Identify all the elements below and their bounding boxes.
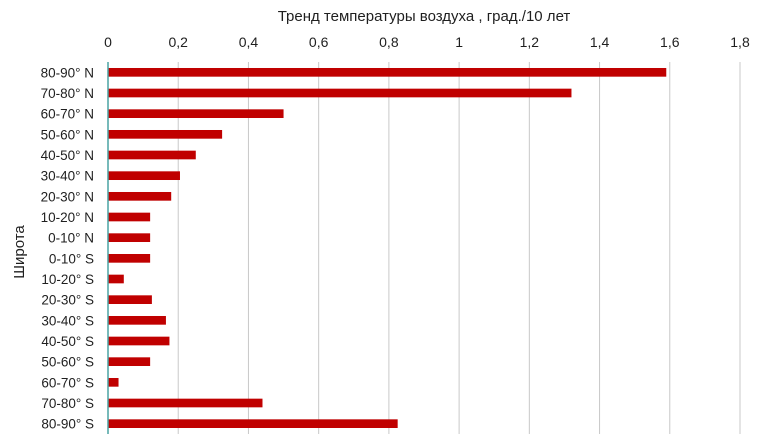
x-tick-label: 0 [104, 34, 112, 50]
bar [108, 191, 172, 201]
y-tick-label: 0-10° N [48, 231, 94, 246]
y-tick-label: 10-20° S [41, 272, 94, 287]
y-tick-label: 30-40° S [41, 313, 94, 328]
x-axis-label: Тренд температуры воздуха , град./10 лет [278, 8, 571, 25]
y-tick-label: 30-40° N [41, 169, 94, 184]
y-tick-label: 70-80° N [41, 86, 94, 101]
x-tick-label: 0,6 [309, 34, 329, 50]
bar [108, 109, 284, 119]
bar [108, 357, 151, 367]
y-tick-label: 80-90° N [41, 65, 94, 80]
y-tick-label: 40-50° S [41, 334, 94, 349]
y-axis-label: Широта [11, 225, 28, 279]
x-tick-label: 1,8 [730, 34, 750, 50]
x-axis-ticks: 0 0,2 0,4 0,6 0,8 1 1,2 1,4 1,6 1,8 [104, 34, 750, 50]
x-tick-label: 0,8 [379, 34, 399, 50]
bar [108, 129, 223, 139]
y-tick-label: 20-30° S [41, 293, 94, 308]
bar [108, 88, 572, 98]
y-tick-label: 40-50° N [41, 148, 94, 163]
bars [108, 67, 667, 429]
y-tick-label: 0-10° S [49, 251, 94, 266]
y-tick-label: 70-80° S [41, 396, 94, 411]
y-tick-label: 60-70° S [41, 375, 94, 390]
y-tick-label: 60-70° N [41, 107, 94, 122]
bar [108, 419, 398, 429]
bar [108, 377, 119, 387]
y-tick-label: 80-90° S [41, 417, 94, 432]
bar [108, 212, 151, 222]
bar [108, 171, 180, 181]
y-tick-label: 10-20° N [41, 210, 94, 225]
bar [108, 150, 196, 160]
y-tick-label: 20-30° N [41, 189, 94, 204]
bar [108, 295, 152, 305]
y-tick-label: 50-60° N [41, 127, 94, 142]
x-tick-label: 1 [455, 34, 463, 50]
bar [108, 67, 667, 77]
bar [108, 398, 263, 408]
bar [108, 233, 151, 243]
bar [108, 274, 124, 284]
y-tick-label: 50-60° S [41, 355, 94, 370]
x-tick-label: 1,2 [520, 34, 540, 50]
y-axis-ticks: 80-90° N 70-80° N 60-70° N 50-60° N 40-50° N… [41, 65, 94, 431]
x-tick-label: 1,6 [660, 34, 680, 50]
x-tick-label: 1,4 [590, 34, 610, 50]
x-tick-label: 0,4 [239, 34, 259, 50]
bar [108, 315, 166, 325]
bar [108, 253, 151, 263]
bar [108, 336, 170, 346]
x-tick-label: 0,2 [168, 34, 188, 50]
grid-lines [177, 62, 741, 434]
